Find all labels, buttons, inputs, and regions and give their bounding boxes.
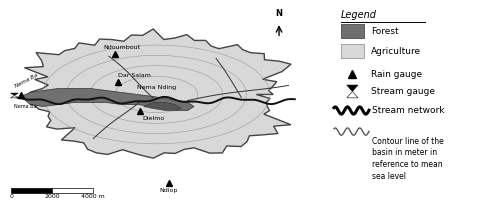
- Text: Nema Nding: Nema Nding: [136, 85, 176, 90]
- Polygon shape: [347, 92, 358, 98]
- Text: Stream network: Stream network: [372, 106, 445, 115]
- Polygon shape: [24, 29, 291, 158]
- Text: 4000 m: 4000 m: [82, 194, 105, 199]
- Polygon shape: [10, 96, 18, 98]
- Text: Dar Salam: Dar Salam: [118, 73, 150, 78]
- Polygon shape: [10, 93, 18, 96]
- Text: Rain gauge: Rain gauge: [371, 70, 422, 79]
- Polygon shape: [21, 88, 194, 111]
- Text: Agriculture: Agriculture: [371, 47, 421, 56]
- Text: Ndoumbout: Ndoumbout: [103, 45, 140, 50]
- Text: Contour line of the
basin in meter in
reference to mean
sea level: Contour line of the basin in meter in re…: [372, 137, 444, 181]
- Polygon shape: [144, 102, 182, 111]
- Text: N: N: [276, 9, 282, 18]
- Text: Ndiop: Ndiop: [160, 188, 178, 193]
- Bar: [52, 188, 93, 193]
- Text: Nema Ba: Nema Ba: [14, 104, 37, 110]
- Bar: [341, 24, 364, 38]
- Text: Nema Ba: Nema Ba: [14, 72, 39, 88]
- Polygon shape: [347, 85, 358, 92]
- Bar: [12, 188, 52, 193]
- Bar: [341, 44, 364, 58]
- Text: Forest: Forest: [371, 27, 398, 36]
- Text: 2000: 2000: [44, 194, 60, 199]
- Text: Legend: Legend: [341, 10, 377, 20]
- Text: Stream gauge: Stream gauge: [371, 87, 435, 96]
- Text: 0: 0: [10, 194, 13, 199]
- Text: Dielmo: Dielmo: [142, 116, 164, 121]
